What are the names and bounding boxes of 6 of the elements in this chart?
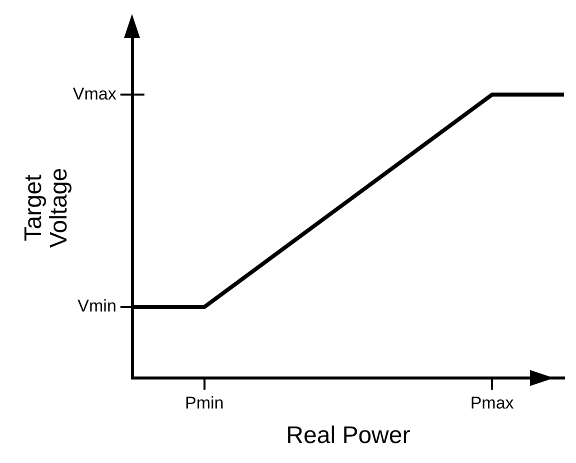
y-axis-title: Target Voltage <box>20 168 72 248</box>
x-axis-title: Real Power <box>286 422 410 450</box>
text: Vmax <box>72 84 117 104</box>
x-tick-label: Pmin <box>184 394 224 413</box>
text: Vmin <box>78 296 116 316</box>
x-tick-label: Pmax <box>470 394 514 413</box>
